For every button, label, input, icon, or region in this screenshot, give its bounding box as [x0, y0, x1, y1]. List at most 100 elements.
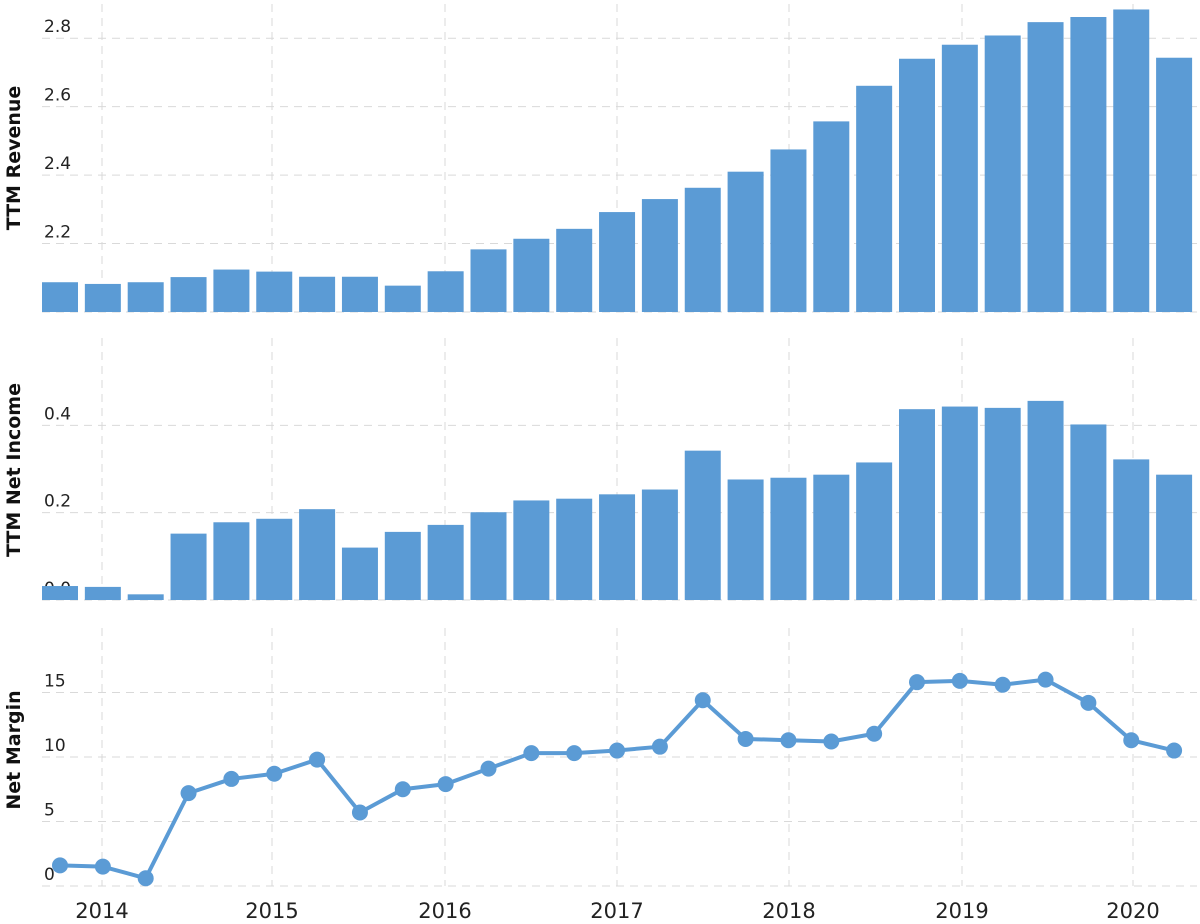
point-2017-Q3 — [694, 692, 711, 709]
bar-2015-Q1 — [256, 271, 293, 312]
y-axis-label: TTM Revenue — [3, 86, 25, 231]
bar-2017-Q4 — [727, 479, 764, 600]
point-2019-Q2 — [994, 676, 1011, 693]
bar-2018-Q1 — [770, 477, 807, 600]
point-2014-Q4 — [223, 770, 240, 787]
bar-2014-Q3 — [170, 277, 207, 312]
y-tick-label: 15 — [44, 672, 66, 692]
bar-2016-Q1 — [427, 524, 464, 600]
bar-2015-Q3 — [341, 547, 378, 600]
bar-2018-Q1 — [770, 149, 807, 312]
bar-2020-Q2 — [1156, 57, 1193, 313]
bar-2020-Q1 — [1113, 459, 1150, 600]
y-tick-label: 0 — [44, 865, 55, 885]
point-2017-Q1 — [609, 742, 626, 759]
bar-2018-Q2 — [813, 474, 850, 600]
bar-2017-Q2 — [641, 489, 678, 600]
y-tick-label: 5 — [44, 801, 55, 821]
x-tick-label-2020: 2020 — [1106, 899, 1159, 923]
bar-2015-Q3 — [341, 276, 378, 312]
y-tick-label: 2.8 — [44, 17, 71, 37]
bar-2014-Q1 — [84, 586, 121, 600]
bar-2019-Q3 — [1027, 22, 1064, 312]
bar-2017-Q3 — [684, 187, 721, 312]
y-tick-label: 2.2 — [44, 223, 71, 243]
bar-2017-Q1 — [599, 212, 636, 312]
bar-2016-Q1 — [427, 271, 464, 312]
bar-2014-Q3 — [170, 533, 207, 600]
bar-2014-Q2 — [127, 282, 164, 312]
x-tick-label-2016: 2016 — [418, 899, 471, 923]
y-tick-label: 0.2 — [44, 492, 71, 512]
point-2016-Q4 — [566, 745, 583, 762]
point-2016-Q1 — [437, 776, 454, 793]
x-tick-label-2017: 2017 — [590, 899, 643, 923]
bar-2019-Q4 — [1070, 424, 1107, 600]
point-2016-Q3 — [523, 745, 540, 762]
bar-2017-Q3 — [684, 450, 721, 600]
bar-2014-Q1 — [84, 283, 121, 312]
bar-2018-Q3 — [856, 462, 893, 600]
point-2014-Q3 — [180, 785, 197, 802]
y-axis-label: Net Margin — [3, 690, 25, 809]
bar-2014-Q4 — [213, 522, 250, 600]
bar-2019-Q1 — [941, 406, 978, 600]
bar-2020-Q1 — [1113, 9, 1150, 312]
bar-2017-Q2 — [641, 199, 678, 312]
bar-2015-Q4 — [384, 531, 421, 600]
point-2016-Q2 — [480, 760, 497, 777]
bar-2019-Q2 — [984, 407, 1021, 600]
point-2015-Q1 — [266, 765, 283, 782]
point-2020-Q1 — [1123, 732, 1140, 749]
point-2015-Q2 — [309, 751, 326, 768]
bar-2019-Q1 — [941, 44, 978, 312]
x-tick-label-2014: 2014 — [75, 899, 128, 923]
point-2019-Q1 — [951, 672, 968, 689]
bar-2016-Q2 — [470, 249, 507, 312]
point-2018-Q4 — [909, 674, 925, 691]
y-tick-label: 2.4 — [44, 154, 71, 174]
point-2020-Q2 — [1166, 742, 1183, 759]
bar-2020-Q2 — [1156, 474, 1193, 600]
bar-2016-Q3 — [513, 500, 550, 600]
x-tick-label-2019: 2019 — [935, 899, 988, 923]
bar-2018-Q4 — [899, 58, 935, 312]
point-2015-Q4 — [394, 781, 411, 798]
point-2017-Q2 — [651, 738, 668, 755]
point-2019-Q4 — [1080, 694, 1097, 711]
bar-2019-Q2 — [984, 35, 1021, 313]
bar-2018-Q2 — [813, 121, 850, 312]
y-tick-label: 0.4 — [44, 404, 71, 424]
x-tick-label-2015: 2015 — [245, 899, 298, 923]
bar-2015-Q2 — [299, 276, 336, 312]
bar-2019-Q4 — [1070, 17, 1107, 312]
bar-2014-Q4 — [213, 269, 250, 312]
point-2015-Q3 — [351, 804, 368, 821]
y-axis-label: TTM Net Income — [3, 383, 25, 557]
y-tick-label: 10 — [44, 736, 66, 756]
bar-2013-Q4 — [42, 586, 78, 600]
x-tick-label-2018: 2018 — [762, 899, 815, 923]
point-2017-Q4 — [737, 730, 754, 747]
bar-2016-Q3 — [513, 238, 550, 312]
point-2014-Q1 — [94, 858, 111, 875]
point-2018-Q3 — [866, 725, 883, 742]
y-tick-label: 2.6 — [44, 86, 71, 106]
point-2018-Q2 — [823, 733, 840, 750]
bar-2019-Q3 — [1027, 400, 1064, 600]
bar-2014-Q2 — [127, 594, 164, 600]
bar-2015-Q4 — [384, 285, 421, 312]
bar-2015-Q2 — [299, 509, 336, 600]
bar-2013-Q4 — [42, 282, 78, 312]
bar-2017-Q4 — [727, 171, 764, 312]
bar-2016-Q4 — [556, 228, 593, 312]
bar-2015-Q1 — [256, 518, 293, 600]
bar-2018-Q3 — [856, 85, 893, 313]
point-2018-Q1 — [780, 732, 797, 749]
bar-2016-Q4 — [556, 498, 593, 600]
bar-2016-Q2 — [470, 512, 507, 600]
point-2019-Q3 — [1037, 671, 1054, 688]
bar-2017-Q1 — [599, 494, 636, 600]
